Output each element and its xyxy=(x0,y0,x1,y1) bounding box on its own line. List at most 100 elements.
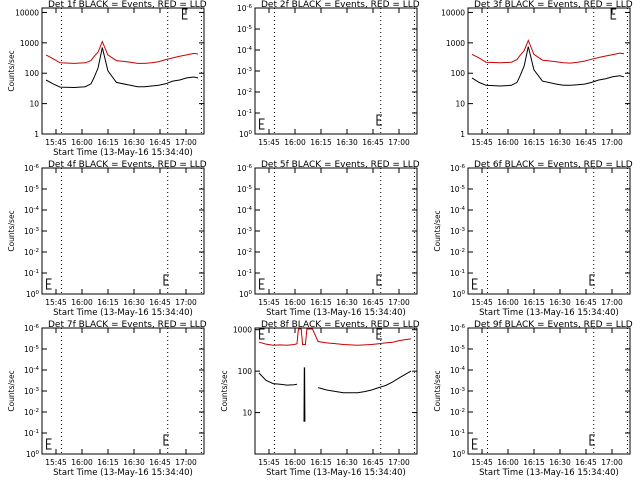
panel-5-marker-a xyxy=(259,278,265,290)
panel-6-marker-b xyxy=(589,274,595,286)
panel-4-ytick-5: 10-5 xyxy=(24,185,40,194)
panel-1-xlabel: Start Time (13-May-16 15:34:40) xyxy=(53,148,193,158)
panel-4-frame xyxy=(41,167,205,295)
panel-6-xlabel: Start Time (13-May-16 15:34:40) xyxy=(479,308,619,318)
panel-5-xtick-2: 16:15 xyxy=(310,298,332,307)
panel-2-xtick-2: 16:15 xyxy=(310,138,332,147)
panel-1-ytick-1: 10 xyxy=(29,100,39,109)
panel-5-marker-b xyxy=(376,274,382,286)
panel-5-xlabel: Start Time (13-May-16 15:34:40) xyxy=(266,308,406,318)
panel-9-ytick-5: 10-5 xyxy=(450,345,466,354)
panel-8-ytick-2: 1000 xyxy=(233,326,252,335)
panel-4-ylabel: Counts/sec xyxy=(7,210,16,251)
panel-9-xtick-1: 16:00 xyxy=(497,458,519,467)
panel-7-xlabel: Start Time (13-May-16 15:34:40) xyxy=(53,468,193,478)
panel-7-xtick-1: 16:00 xyxy=(71,458,93,467)
panel-6-frame xyxy=(467,167,631,295)
panel-7-xtick-2: 16:15 xyxy=(97,458,119,467)
panel-9-xlabel: Start Time (13-May-16 15:34:40) xyxy=(479,468,619,478)
panel-7-ylabel: Counts/sec xyxy=(7,370,16,411)
panel-3-xtick-5: 17:00 xyxy=(601,138,623,147)
panel-1-ytick-4: 10000 xyxy=(15,8,39,17)
panel-2-xtick-5: 17:00 xyxy=(388,138,410,147)
panel-7-xtick-4: 16:45 xyxy=(149,458,171,467)
panel-3-series-0 xyxy=(471,39,625,64)
panel-9-title: Det 9f BLACK = Events, RED = LLD xyxy=(474,320,633,330)
panel-7-ytick-1: 10-1 xyxy=(24,429,39,438)
panel-3-xtick-0: 15:45 xyxy=(471,138,493,147)
panel-9-ytick-3: 10-3 xyxy=(450,387,466,396)
panel-5-xtick-5: 17:00 xyxy=(388,298,410,307)
panel-8-marker-a xyxy=(259,328,265,340)
panel-1-xtick-2: 16:15 xyxy=(97,138,119,147)
panel-5-frame xyxy=(254,167,418,295)
panel-8-ylabel: Counts/sec xyxy=(220,370,229,411)
panel-9-xtick-4: 16:45 xyxy=(575,458,597,467)
panel-5-xtick-3: 16:30 xyxy=(336,298,358,307)
panel-9-xtick-0: 15:45 xyxy=(471,458,493,467)
panel-3-ytick-4: 10000 xyxy=(441,8,465,17)
panel-1-ytick-2: 100 xyxy=(25,69,40,78)
panel-3-frame xyxy=(467,7,631,135)
panel-8-xlabel: Start Time (13-May-16 15:34:40) xyxy=(266,468,406,478)
panel-8-series-1 xyxy=(258,370,412,394)
panel-2-frame xyxy=(254,7,418,135)
panel-1-frame xyxy=(41,7,205,135)
panel-2-ytick-5: 10-5 xyxy=(237,25,253,34)
panel-3-xtick-3: 16:30 xyxy=(549,138,571,147)
panel-1-ytick-3: 1000 xyxy=(20,39,39,48)
panel-4-title: Det 4f BLACK = Events, RED = LLD xyxy=(48,160,207,170)
panel-4-ytick-4: 10-4 xyxy=(24,206,40,215)
panel-2-marker-a xyxy=(259,118,265,130)
panel-5-ytick-3: 10-3 xyxy=(237,227,253,236)
panel-4-xtick-4: 16:45 xyxy=(149,298,171,307)
panel-8-ytick-0: 10 xyxy=(242,409,252,418)
panel-8-xtick-5: 17:00 xyxy=(388,458,410,467)
panel-2-xtick-0: 15:45 xyxy=(258,138,280,147)
panel-7-ytick-4: 10-4 xyxy=(24,366,40,375)
panel-7-marker-b xyxy=(163,434,169,446)
panel-3-marker-a xyxy=(610,8,617,20)
panel-5-ytick-4: 10-4 xyxy=(237,206,253,215)
panel-1-xtick-4: 16:45 xyxy=(149,138,171,147)
panel-4-ytick-3: 10-3 xyxy=(24,227,40,236)
panel-6-title: Det 6f BLACK = Events, RED = LLD xyxy=(474,160,633,170)
panel-4-ytick-1: 10-1 xyxy=(24,269,39,278)
panel-3-ytick-0: 1 xyxy=(460,130,465,139)
panel-8-xtick-4: 16:45 xyxy=(362,458,384,467)
panel-6-xtick-0: 15:45 xyxy=(471,298,493,307)
panel-2-title: Det 2f BLACK = Events, RED = LLD xyxy=(261,0,420,10)
panel-1-xtick-5: 17:00 xyxy=(175,138,197,147)
panel-9-ytick-1: 10-1 xyxy=(450,429,465,438)
panel-2-ytick-2: 10-2 xyxy=(237,88,252,97)
panel-1-xtick-0: 15:45 xyxy=(45,138,67,147)
panel-6-ytick-1: 10-1 xyxy=(450,269,465,278)
panel-4-marker-a xyxy=(46,278,52,290)
panel-6-ytick-3: 10-3 xyxy=(450,227,466,236)
panel-7-xtick-5: 17:00 xyxy=(175,458,197,467)
panel-8-marker-b xyxy=(376,328,382,340)
panel-9-xtick-2: 16:15 xyxy=(523,458,545,467)
panel-5-xtick-1: 16:00 xyxy=(284,298,306,307)
panel-5-ytick-1: 10-1 xyxy=(237,269,252,278)
panel-4-xtick-5: 17:00 xyxy=(175,298,197,307)
panel-5-ytick-0: 100 xyxy=(239,290,253,299)
panel-8-series-2 xyxy=(303,367,306,422)
panel-8-xtick-0: 15:45 xyxy=(258,458,280,467)
panel-2-ytick-6: 10-6 xyxy=(237,4,253,13)
panel-7-marker-a xyxy=(46,438,52,450)
panel-9-ytick-0: 100 xyxy=(452,450,466,459)
panel-8-title: Det 8f BLACK = Events, RED = LLD xyxy=(261,320,420,330)
panel-4-marker-b xyxy=(163,274,169,286)
panel-4-xtick-3: 16:30 xyxy=(123,298,145,307)
panel-5-ytick-6: 10-6 xyxy=(237,164,253,173)
panel-4-ytick-6: 10-6 xyxy=(24,164,40,173)
panel-7-ytick-2: 10-2 xyxy=(24,408,39,417)
panel-4-xlabel: Start Time (13-May-16 15:34:40) xyxy=(53,308,193,318)
panel-4-ytick-0: 100 xyxy=(26,290,40,299)
panel-7-ytick-5: 10-5 xyxy=(24,345,40,354)
panel-9-ylabel: Counts/sec xyxy=(433,370,442,411)
panel-6-xtick-2: 16:15 xyxy=(523,298,545,307)
panel-1-ylabel: Counts/sec xyxy=(7,50,16,91)
panel-8-series-0 xyxy=(258,328,412,346)
